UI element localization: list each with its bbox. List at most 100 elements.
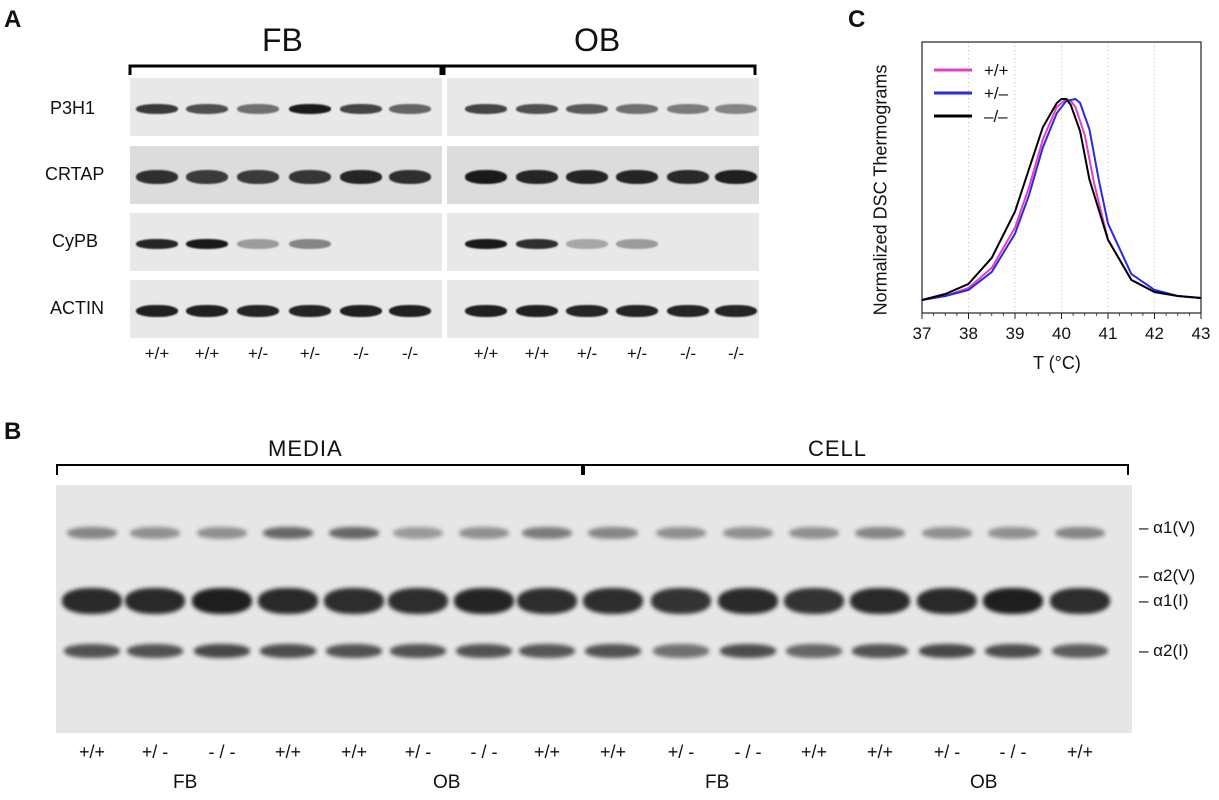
band-a1i-lane-10 <box>651 588 711 614</box>
band-cypb-ob-2 <box>516 239 558 249</box>
band-a2i-lane-16 <box>1052 644 1108 658</box>
lane-label-b-10: +/ - <box>667 742 695 762</box>
band-p3h1-ob-5 <box>667 104 709 114</box>
band-a1i-lane-5 <box>324 588 384 614</box>
band-actin-fb-3 <box>237 305 279 317</box>
band-crtap-fb-1 <box>136 170 178 184</box>
x-tick-label-42: 42 <box>1145 324 1164 343</box>
band-a1v-lane-8 <box>522 527 572 539</box>
band-crtap-fb-6 <box>389 170 431 184</box>
band-label-a1v: – α1(V) <box>1139 518 1196 537</box>
band-actin-ob-3 <box>566 305 608 317</box>
band-crtap-ob-4 <box>616 170 658 184</box>
band-cypb-ob-1 <box>465 239 507 249</box>
band-p3h1-fb-4 <box>289 104 331 114</box>
band-a2i-lane-15 <box>985 644 1041 658</box>
x-tick-label-40: 40 <box>1052 324 1071 343</box>
lane-label-a-fb-6: -/- <box>401 344 419 363</box>
band-a2i-lane-12 <box>786 644 842 658</box>
band-label-a1i: – α1(I) <box>1139 591 1189 610</box>
band-crtap-fb-5 <box>340 170 382 184</box>
band-crtap-ob-1 <box>465 170 507 184</box>
blot-strip-cypb-fb <box>130 213 442 271</box>
band-a1v-lane-16 <box>1055 527 1105 539</box>
panel-b-group-ob-cell: OB <box>970 772 998 793</box>
lane-label-a-fb-3: +/- <box>247 344 269 363</box>
lane-label-b-9: +/+ <box>599 742 627 762</box>
band-a1v-lane-5 <box>329 527 379 539</box>
lane-label-b-5: +/+ <box>340 742 368 762</box>
band-p3h1-fb-6 <box>389 104 431 114</box>
band-cypb-fb-4 <box>289 239 331 249</box>
series-line-2 <box>921 97 1202 301</box>
chart-xlabel: T (°C) <box>1033 353 1081 373</box>
band-crtap-ob-5 <box>667 170 709 184</box>
lane-label-b-12: +/+ <box>800 742 828 762</box>
lane-label-b-13: +/+ <box>866 742 894 762</box>
legend-label-2: +/– <box>984 84 1009 103</box>
band-p3h1-fb-1 <box>136 104 178 114</box>
band-a1i-lane-14 <box>917 588 977 614</box>
band-a1v-lane-3 <box>197 527 247 539</box>
band-cypb-fb-2 <box>186 239 228 249</box>
band-actin-fb-1 <box>136 305 178 317</box>
band-a1v-lane-4 <box>263 527 313 539</box>
band-a2i-lane-8 <box>519 644 575 658</box>
lane-label-a-ob-3: +/- <box>576 344 598 363</box>
band-actin-ob-4 <box>616 305 658 317</box>
lane-label-b-4: +/+ <box>274 742 302 762</box>
series-line-1 <box>921 97 1202 301</box>
band-a1i-lane-12 <box>784 588 844 614</box>
band-a1v-lane-13 <box>855 527 905 539</box>
band-actin-fb-6 <box>389 305 431 317</box>
band-label-a2v: – α2(V) <box>1139 566 1196 585</box>
band-a1i-lane-11 <box>718 588 778 614</box>
band-p3h1-fb-2 <box>186 104 228 114</box>
panel-b-group-ob-media: OB <box>433 772 461 793</box>
band-a1i-lane-6 <box>388 588 448 614</box>
section-cell: CELL <box>808 436 868 461</box>
lane-label-b-14: +/ - <box>933 742 961 762</box>
band-p3h1-ob-2 <box>516 104 558 114</box>
band-crtap-ob-3 <box>566 170 608 184</box>
panel-a-group-ob: OB <box>574 22 621 58</box>
panel-a-group-fb: FB <box>262 22 303 58</box>
lane-label-b-3: - / - <box>208 742 236 762</box>
x-tick-label-38: 38 <box>959 324 978 343</box>
band-a1i-lane-3 <box>192 588 252 614</box>
band-a2i-lane-13 <box>852 644 908 658</box>
x-tick-label-43: 43 <box>1192 324 1211 343</box>
band-a1i-lane-2 <box>125 588 185 614</box>
band-actin-fb-2 <box>186 305 228 317</box>
legend-label-3: –/– <box>984 107 1008 126</box>
band-crtap-ob-6 <box>715 170 757 184</box>
lane-label-a-ob-5: -/- <box>679 344 697 363</box>
band-a1v-lane-14 <box>922 527 972 539</box>
lane-label-b-16: +/+ <box>1066 742 1094 762</box>
panel-a-letter: A <box>4 6 22 33</box>
lane-label-b-11: - / - <box>734 742 762 762</box>
band-p3h1-fb-5 <box>340 104 382 114</box>
band-a1v-lane-1 <box>67 527 117 539</box>
lane-label-b-6: +/ - <box>404 742 432 762</box>
band-a1v-lane-11 <box>723 527 773 539</box>
lane-label-a-fb-1: +/+ <box>144 344 170 363</box>
band-p3h1-ob-3 <box>566 104 608 114</box>
lane-label-b-7: - / - <box>470 742 498 762</box>
lane-label-b-1: +/+ <box>78 742 106 762</box>
band-a1v-lane-10 <box>656 527 706 539</box>
band-a2i-lane-4 <box>260 644 316 658</box>
band-cypb-ob-4 <box>616 239 658 249</box>
band-a1i-lane-8 <box>517 588 577 614</box>
lane-label-a-ob-4: +/- <box>626 344 648 363</box>
band-p3h1-fb-3 <box>237 104 279 114</box>
x-tick-label-41: 41 <box>1099 324 1118 343</box>
band-a2i-lane-3 <box>194 644 250 658</box>
band-actin-fb-5 <box>340 305 382 317</box>
band-a1v-lane-2 <box>130 527 180 539</box>
row-label-crtap: CRTAP <box>45 164 105 184</box>
lane-label-a-ob-2: +/+ <box>524 344 550 363</box>
lane-label-a-ob-6: -/- <box>727 344 745 363</box>
band-a1v-lane-7 <box>459 527 509 539</box>
band-a2i-lane-14 <box>919 644 975 658</box>
